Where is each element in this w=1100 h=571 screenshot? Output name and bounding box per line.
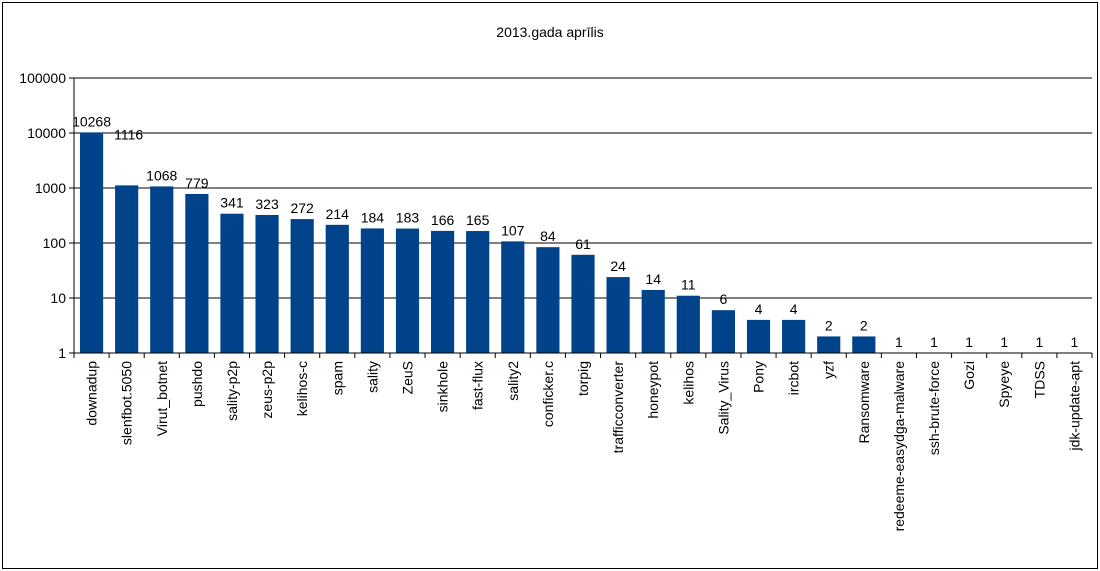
data-label: 272 [290, 200, 314, 216]
category-label: torpig [575, 361, 591, 396]
data-label: 84 [540, 228, 556, 244]
category-label: downadup [84, 361, 100, 426]
data-label: 779 [185, 175, 209, 191]
bar [150, 186, 174, 353]
bar [325, 224, 349, 353]
category-label: yzf [821, 361, 837, 379]
y-tick-label: 10000 [27, 125, 66, 141]
labels-layer: 10268downadup1116slenfbot.50501068Virut_… [72, 113, 1082, 531]
category-label: ZeuS [399, 361, 415, 394]
category-label: sality-p2p [224, 361, 240, 421]
data-label: 4 [755, 301, 763, 317]
data-label: 1 [1000, 334, 1008, 350]
data-label: 61 [575, 236, 591, 252]
data-label: 341 [220, 195, 244, 211]
category-label: conficker.c [540, 361, 556, 427]
category-label: Gozi [961, 361, 977, 390]
chart-title: 2013.gada aprīlis [496, 24, 603, 40]
bar [115, 185, 139, 353]
data-label: 166 [431, 212, 455, 228]
bar [360, 228, 384, 353]
category-label: Pony [751, 361, 767, 393]
category-label: Spyeye [996, 361, 1012, 408]
category-label: ssh-brute-force [926, 361, 942, 455]
bar [536, 247, 560, 353]
category-label: honeypot [645, 361, 661, 419]
bar [571, 254, 595, 353]
data-label: 11 [681, 277, 696, 293]
category-label: sality [364, 361, 380, 393]
data-label: 1 [1071, 334, 1079, 350]
bar [220, 213, 244, 353]
category-label: Virut_botnet [154, 361, 170, 436]
category-label: trafficconverter [610, 361, 626, 454]
category-label: redeeme-easydga-malware [891, 361, 907, 532]
category-label: ircbot [786, 361, 802, 395]
data-label: 107 [501, 222, 525, 238]
category-label: slenfbot.5050 [119, 361, 135, 445]
bar [817, 336, 841, 353]
data-label: 214 [326, 206, 350, 222]
bar [676, 295, 700, 353]
bar [79, 132, 104, 353]
category-label: sality2 [505, 361, 521, 401]
data-label: 10268 [72, 113, 111, 129]
y-tick-label: 1 [58, 345, 66, 361]
chart-svg: 2013.gada aprīlis 10268downadup1116slenf… [19, 24, 1093, 531]
category-label: zeus-p2p [259, 361, 275, 419]
category-label: spam [329, 361, 345, 395]
y-tick-label: 100000 [19, 70, 66, 86]
data-label: 4 [790, 301, 798, 317]
bar [255, 214, 279, 353]
data-label: 1 [930, 334, 938, 350]
y-tick-label: 10 [50, 290, 66, 306]
category-label: sinkhole [435, 361, 451, 413]
bar [290, 219, 314, 353]
category-label: fast-flux [470, 361, 486, 410]
data-label: 184 [361, 209, 385, 225]
bar [395, 228, 420, 353]
bar [852, 336, 876, 353]
data-label: 1 [1035, 334, 1043, 350]
category-label: jdk-update-apt [1066, 361, 1082, 452]
bars-layer [79, 132, 876, 353]
bar [466, 231, 490, 353]
data-label: 1116 [114, 126, 143, 142]
data-label: 2 [860, 317, 868, 333]
category-label: TDSS [1031, 361, 1047, 398]
data-label: 6 [720, 291, 728, 307]
category-label: kelihos [680, 361, 696, 405]
data-label: 14 [645, 271, 661, 287]
category-label: Sality_Virus [715, 361, 731, 435]
bar [185, 193, 209, 353]
bar [641, 289, 665, 353]
bar [431, 230, 455, 353]
data-label: 183 [396, 210, 420, 226]
data-label: 24 [610, 258, 626, 274]
y-tick-label: 1000 [35, 180, 66, 196]
category-label: pushdo [189, 361, 205, 407]
data-label: 2 [825, 317, 833, 333]
axis-layer: 1 10 100 1000 10000 100000 [19, 70, 1093, 361]
category-label: kelihos-c [294, 361, 310, 416]
data-label: 1 [895, 334, 903, 350]
data-label: 1068 [146, 167, 177, 183]
bar [606, 277, 630, 353]
bar [782, 319, 806, 353]
category-label: Ransomware [856, 361, 872, 444]
bar [711, 310, 735, 353]
y-tick-label: 100 [43, 235, 67, 251]
data-label: 323 [255, 196, 279, 212]
data-label: 1 [965, 334, 973, 350]
bar [746, 319, 771, 353]
bar [501, 241, 525, 353]
data-label: 165 [466, 212, 490, 228]
